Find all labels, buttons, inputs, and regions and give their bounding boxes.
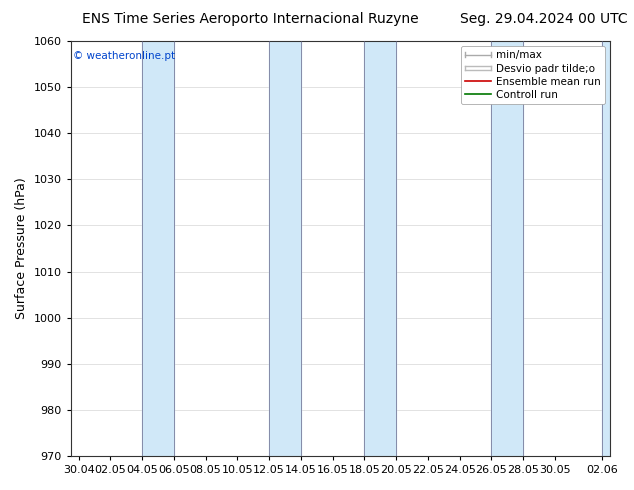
Bar xyxy=(365,41,396,456)
Text: Seg. 29.04.2024 00 UTC: Seg. 29.04.2024 00 UTC xyxy=(460,12,628,26)
Legend: min/max, Desvio padr tilde;o, Ensemble mean run, Controll run: min/max, Desvio padr tilde;o, Ensemble m… xyxy=(461,46,605,104)
Bar xyxy=(269,41,301,456)
Text: © weatheronline.pt: © weatheronline.pt xyxy=(74,51,176,61)
Y-axis label: Surface Pressure (hPa): Surface Pressure (hPa) xyxy=(15,178,28,319)
Bar xyxy=(491,41,523,456)
Text: ENS Time Series Aeroporto Internacional Ruzyne: ENS Time Series Aeroporto Internacional … xyxy=(82,12,419,26)
Bar xyxy=(142,41,174,456)
Bar xyxy=(602,41,626,456)
